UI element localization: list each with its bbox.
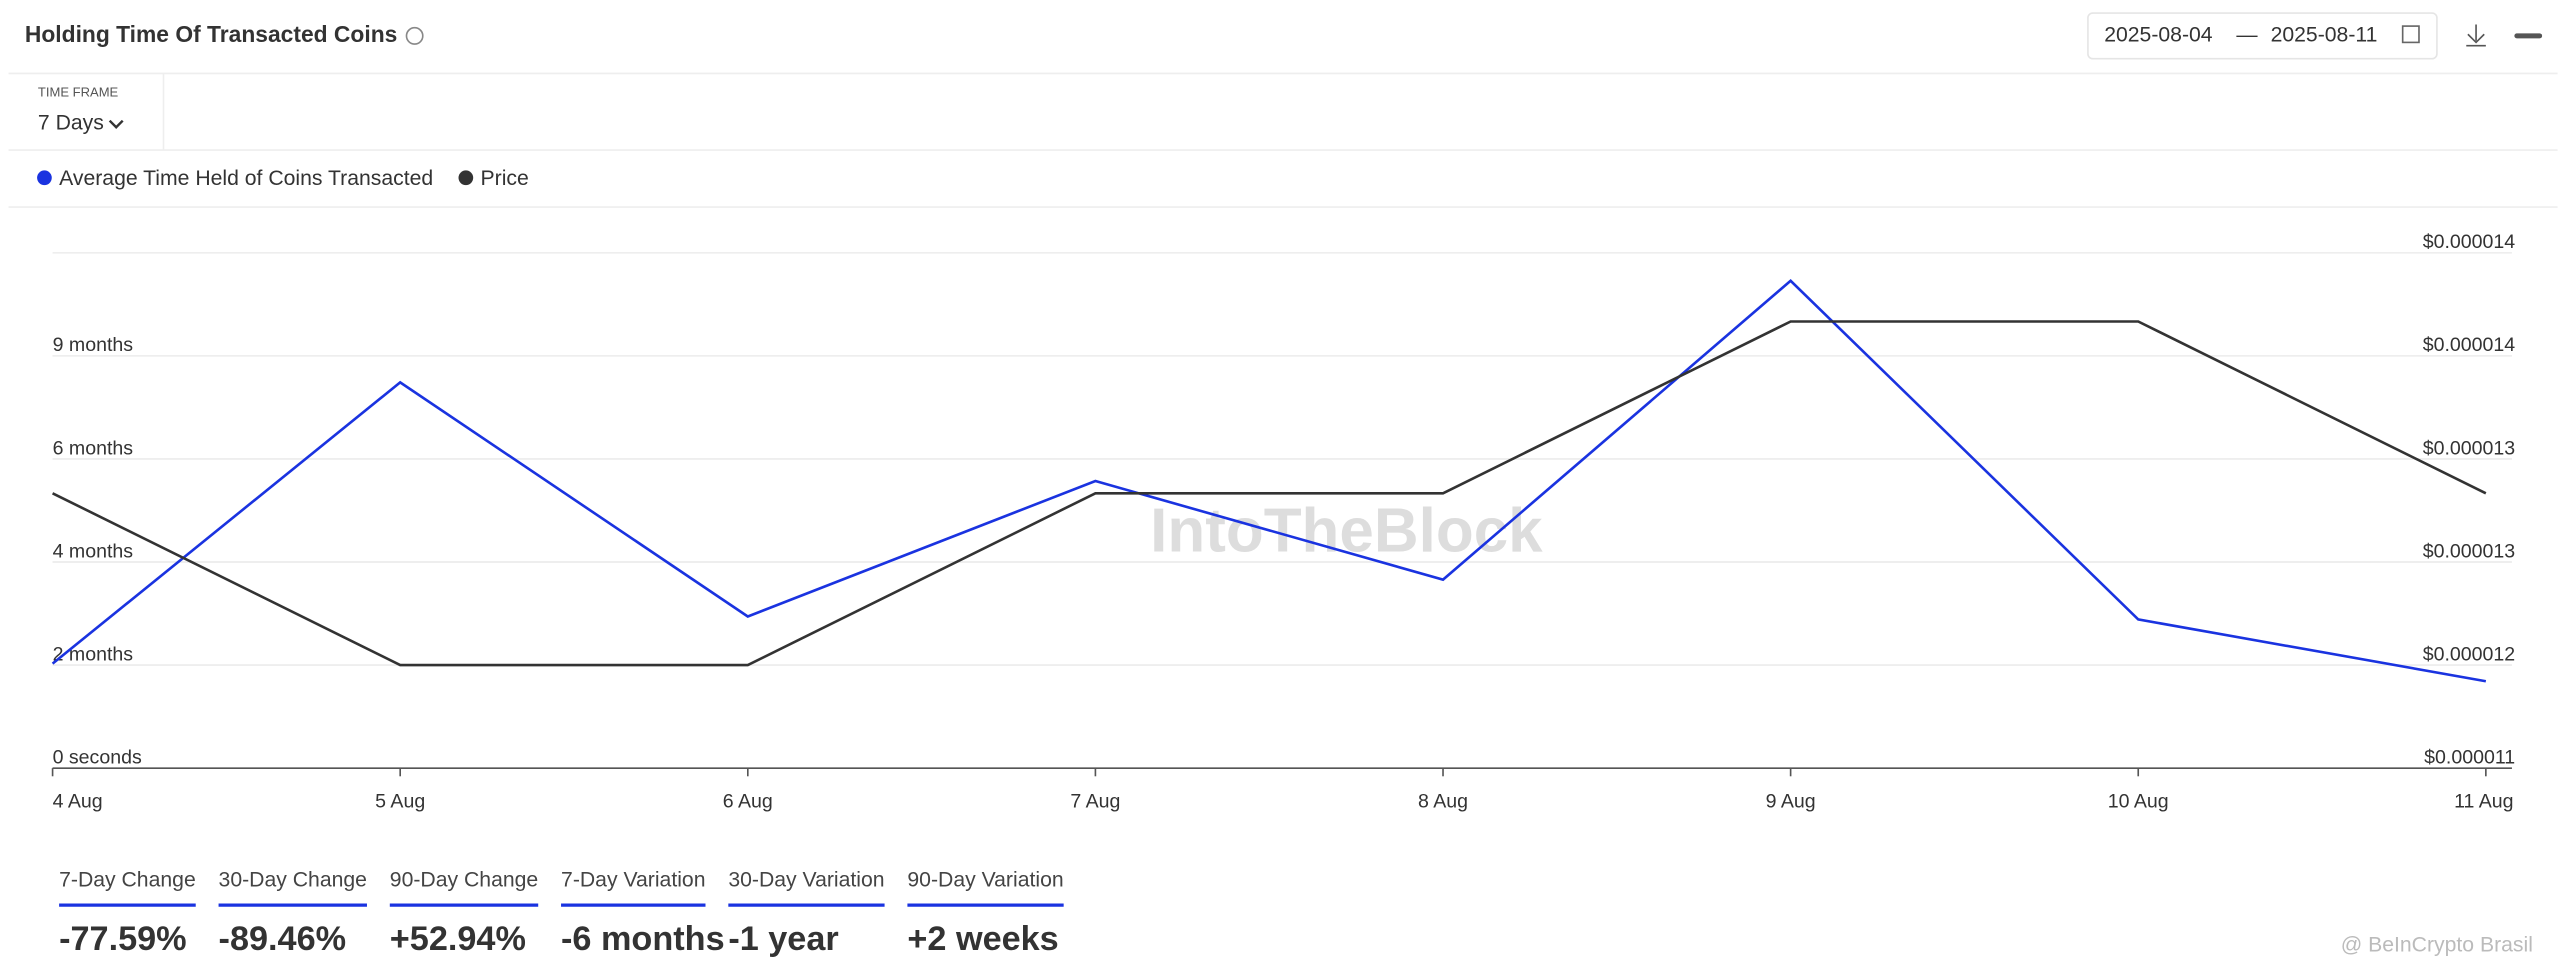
y2-tick-label: $0.000013: [2423, 437, 2516, 459]
x-tick-label: 4 Aug: [53, 791, 103, 813]
legend-label: Price: [481, 167, 529, 190]
y-tick-label: 0 seconds: [53, 747, 142, 769]
stat-value: -1 year: [728, 920, 838, 958]
stat-value: +52.94%: [390, 920, 526, 958]
date-end: 2025-08-11: [2271, 23, 2378, 46]
x-tick-label: 10 Aug: [2108, 791, 2169, 813]
watermark: IntoTheBlock: [1150, 496, 1543, 565]
filter-value[interactable]: 7 Days: [38, 112, 104, 135]
x-tick-label: 9 Aug: [1766, 791, 1816, 813]
stat-value: +2 weeks: [907, 920, 1058, 958]
y2-tick-label: $0.000011: [2424, 747, 2515, 769]
y2-tick-label: $0.000012: [2423, 643, 2515, 665]
help-icon[interactable]: [405, 26, 424, 45]
y2-tick-label: $0.000013: [2423, 540, 2516, 562]
y-tick-label: 9 months: [53, 334, 134, 356]
y-tick-label: 6 months: [53, 437, 134, 459]
x-tick-label: 7 Aug: [1070, 791, 1120, 813]
calendar-icon[interactable]: [2401, 25, 2420, 44]
credit: @ BeInCrypto Brasil: [2341, 933, 2533, 956]
stat-label: 90-Day Change: [390, 868, 538, 891]
date-sep: —: [2236, 23, 2258, 46]
stat-value: -89.46%: [219, 920, 347, 958]
stat-label: 30-Day Variation: [728, 868, 884, 891]
filter-label: TIME FRAME: [38, 84, 119, 99]
x-tick-label: 11 Aug: [2454, 791, 2513, 813]
legend-dot: [37, 170, 52, 186]
date-start: 2025-08-04: [2104, 23, 2213, 46]
stat-label: 7-Day Variation: [561, 868, 705, 891]
legend-label: Average Time Held of Coins Transacted: [59, 167, 433, 190]
y2-tick-label: $0.000014: [2423, 334, 2516, 356]
title: Holding Time Of Transacted Coins: [25, 21, 398, 47]
date-picker[interactable]: [2087, 12, 2438, 60]
series-line: [52, 320, 2487, 667]
dropdown-icon[interactable]: [108, 119, 124, 129]
legend-dot: [458, 170, 474, 186]
y-tick-label: 2 months: [53, 643, 134, 665]
stat-label: 90-Day Variation: [907, 868, 1063, 891]
y-tick-label: 4 months: [53, 540, 134, 562]
x-tick-label: 6 Aug: [723, 791, 773, 813]
stat-value: -6 months: [561, 920, 725, 958]
y2-tick-label: $0.000014: [2423, 231, 2516, 253]
x-tick-label: 8 Aug: [1418, 791, 1468, 813]
stat-label: 30-Day Change: [219, 868, 367, 891]
download-icon[interactable]: [2466, 24, 2486, 47]
stat-value: -77.59%: [59, 920, 187, 958]
series-line: [51, 278, 2487, 683]
x-tick-label: 5 Aug: [375, 791, 425, 813]
stat-label: 7-Day Change: [59, 868, 196, 891]
